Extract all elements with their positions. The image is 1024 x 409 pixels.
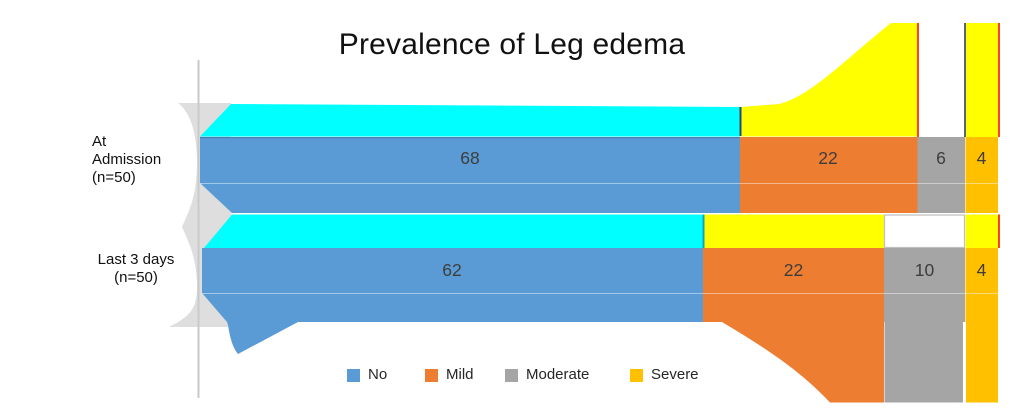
flow-no-row1: [200, 104, 740, 137]
category-label-last-3-days: Last 3 days (n=50): [88, 251, 184, 287]
legend-item-mild: Mild: [425, 366, 474, 384]
bar-no-row1: [200, 137, 740, 213]
legend-swatch-severe: [630, 368, 643, 382]
flow-mild-row1: [741, 23, 917, 137]
legend-item-moderate: Moderate: [505, 366, 589, 384]
page-title: Prevalence of Leg edema: [338, 28, 686, 61]
bar-mild-row2: [703, 248, 884, 322]
flow-severe-top-column: [966, 23, 998, 137]
bar-severe-row2: [965, 248, 998, 322]
bar-moderate-row1: [917, 137, 965, 213]
flow-moderate-bottom: [884, 322, 963, 403]
bar-no-row2: [202, 248, 703, 354]
flow-mild-between: [704, 214, 884, 248]
category-label-line: At: [92, 133, 107, 150]
value-label-severe-row1: 4: [976, 148, 987, 168]
flow-mild-bottom: [722, 322, 884, 403]
legend-label-moderate: Moderate: [526, 366, 590, 383]
category-label-line: (n=50): [92, 169, 136, 186]
bar-severe-row1: [965, 137, 998, 213]
bar-moderate-row2: [884, 248, 965, 322]
bar-mild-row1: [740, 137, 918, 213]
flow-severe-bottom: [966, 322, 998, 403]
flow-severe-between: [965, 214, 999, 248]
legend-label-severe: Severe: [651, 366, 699, 383]
category-label-line: (n=50): [114, 269, 158, 286]
value-label-moderate-row1: 6: [936, 148, 946, 168]
flow-no-between: [204, 214, 703, 248]
value-label-no-row2: 62: [442, 260, 462, 280]
value-label-no-row1: 68: [460, 148, 480, 168]
category-label-line: Last 3 days: [97, 251, 175, 268]
legend-swatch-mild: [425, 368, 438, 382]
legend-item-severe: Severe: [630, 366, 699, 384]
legend-label-mild: Mild: [446, 366, 474, 383]
category-label-at-admission: At Admission (n=50): [92, 133, 161, 187]
flow-moderate-between: [883, 214, 966, 249]
category-label-line: Admission: [92, 151, 162, 168]
value-label-mild-row1: 22: [818, 148, 838, 168]
legend-swatch-moderate: [505, 368, 518, 382]
legend-label-no: No: [368, 366, 388, 383]
value-label-moderate-row2: 10: [914, 260, 935, 280]
legend-swatch-no: [347, 368, 360, 382]
value-label-severe-row2: 4: [976, 260, 987, 280]
value-label-mild-row2: 22: [783, 260, 804, 280]
legend-item-no: No: [347, 366, 387, 384]
